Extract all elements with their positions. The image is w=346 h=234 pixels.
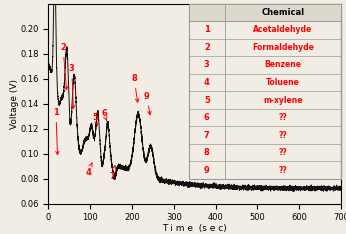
Text: 6: 6 [101, 109, 107, 121]
Text: 2: 2 [204, 43, 210, 52]
Text: ??: ?? [279, 148, 287, 157]
Text: Benzene: Benzene [264, 60, 301, 69]
Text: Formaldehyde: Formaldehyde [252, 43, 314, 52]
Text: 6: 6 [204, 113, 210, 122]
Text: 3: 3 [69, 64, 75, 108]
Y-axis label: Voltage (V): Voltage (V) [10, 79, 19, 128]
Text: ??: ?? [279, 113, 287, 122]
Bar [189, 4, 341, 21]
Text: 5: 5 [92, 113, 98, 125]
Text: Acetaldehyde: Acetaldehyde [253, 25, 312, 34]
Text: Chemical: Chemical [261, 8, 304, 17]
Text: 3: 3 [204, 60, 210, 69]
Text: Toluene: Toluene [266, 78, 300, 87]
Text: 7: 7 [109, 166, 116, 181]
Text: 8: 8 [204, 148, 210, 157]
Text: 7: 7 [204, 131, 210, 140]
Text: 5: 5 [204, 95, 210, 105]
Text: ??: ?? [279, 166, 287, 175]
Text: 1: 1 [53, 108, 59, 155]
Text: 2: 2 [60, 43, 68, 90]
Text: m-xylene: m-xylene [263, 95, 303, 105]
Text: ??: ?? [279, 131, 287, 140]
X-axis label: T i m e  (s e c): T i m e (s e c) [162, 224, 227, 233]
Text: 4: 4 [204, 78, 210, 87]
Text: 8: 8 [131, 74, 139, 102]
Text: 9: 9 [144, 91, 151, 115]
Text: 4: 4 [85, 162, 92, 177]
Text: 9: 9 [204, 166, 210, 175]
Text: 1: 1 [204, 25, 210, 34]
